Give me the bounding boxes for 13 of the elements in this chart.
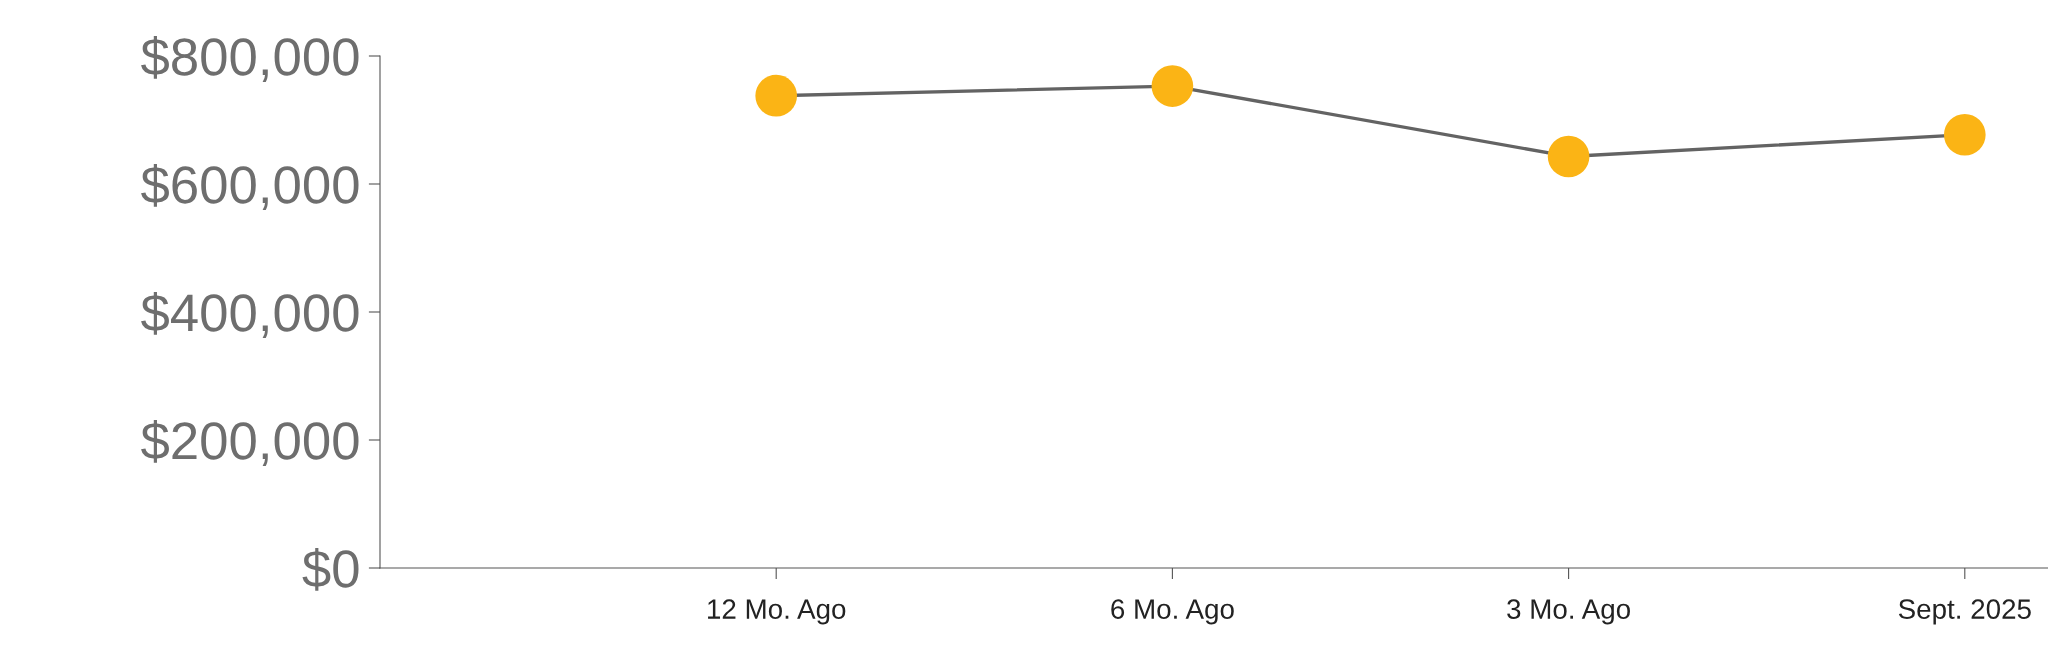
point bbox=[1943, 113, 1986, 156]
x-tick-label: 6 Mo. Ago bbox=[1111, 599, 1234, 625]
y-tick-label: $200,000 bbox=[141, 420, 359, 466]
y-tick-label: $800,000 bbox=[141, 36, 359, 82]
y-tick-label: $600,000 bbox=[141, 164, 359, 210]
x-tick-label: 12 Mo. Ago bbox=[708, 599, 846, 625]
point bbox=[755, 74, 798, 117]
x-tick-label: Sept. 2025 bbox=[1898, 599, 2031, 625]
point bbox=[1547, 135, 1590, 178]
point bbox=[1151, 65, 1194, 107]
y-tick-label: $0 bbox=[302, 548, 359, 591]
y-tick-label: $400,000 bbox=[141, 292, 359, 338]
x-tick-label: 3 Mo. Ago bbox=[1507, 599, 1630, 625]
